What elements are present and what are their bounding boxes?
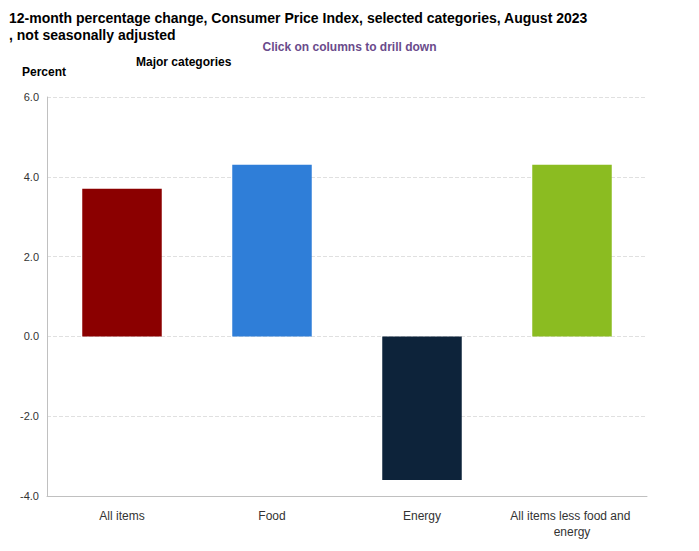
svg-text:Click on columns to drill down: Click on columns to drill down (262, 40, 436, 54)
svg-text:-2.0: -2.0 (20, 410, 39, 422)
svg-text:, not seasonally adjusted: , not seasonally adjusted (9, 27, 176, 43)
svg-text:Major categories: Major categories (136, 55, 232, 69)
svg-text:6.0: 6.0 (24, 91, 39, 103)
svg-text:All items less food and: All items less food and (510, 509, 633, 523)
svg-text:4.0: 4.0 (24, 171, 39, 183)
svg-text:Energy: Energy (403, 509, 441, 523)
svg-text:2.0: 2.0 (24, 251, 39, 263)
svg-text:12-month percentage change, Co: 12-month percentage change, Consumer Pri… (9, 10, 588, 26)
svg-text:energy: energy (554, 525, 591, 539)
svg-text:Percent: Percent (22, 65, 66, 79)
svg-text:0.0: 0.0 (24, 330, 39, 342)
svg-text:-4.0: -4.0 (20, 490, 39, 502)
svg-text:All items: All items (99, 509, 144, 523)
svg-text:Food: Food (258, 509, 285, 523)
